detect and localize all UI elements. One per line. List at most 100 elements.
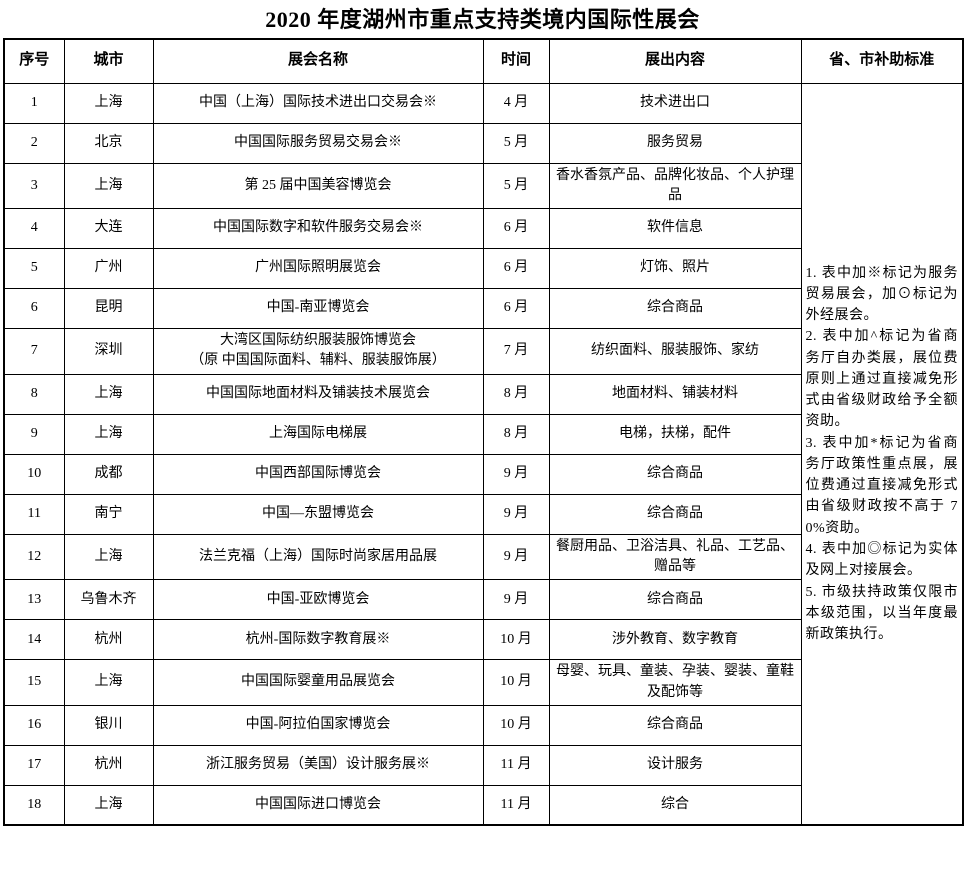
cell-city: 杭州 [63, 619, 154, 661]
cell-exhibition-name: 中国国际服务贸易交易会※ [152, 122, 484, 164]
cell-exhibit-content: 综合商品 [548, 493, 802, 535]
cell-time: 5 月 [482, 162, 550, 210]
cell-city: 成都 [63, 453, 154, 495]
table-row: 10 成都 中国西部国际博览会 9 月综合商品 [3, 453, 963, 495]
table-row: 11 南宁 中国—东盟博览会 9 月综合商品 [3, 493, 963, 535]
cell-exhibit-content: 综合商品 [548, 288, 802, 330]
page-title: 2020 年度湖州市重点支持类境内国际性展会 [265, 7, 700, 32]
cell-city: 乌鲁木齐 [63, 579, 154, 621]
header-subsidy-standard: 省、市补助标准 [800, 38, 964, 84]
subsidy-note: 5. 市级扶持政策仅限市本级范围，以当年度最新政策执行。 [805, 584, 958, 643]
cell-exhibit-content: 综合商品 [548, 704, 802, 746]
cell-exhibition-name: 中国-阿拉伯国家博览会 [152, 704, 484, 746]
cell-city: 南宁 [63, 493, 154, 535]
cell-time: 10 月 [482, 619, 550, 661]
cell-serial-number: 16 [3, 704, 65, 746]
table-row: 6 昆明 中国-南亚博览会 6 月综合商品 [3, 288, 963, 330]
cell-city: 上海 [63, 82, 154, 124]
cell-serial-number: 4 [3, 208, 65, 250]
cell-serial-number: 14 [3, 619, 65, 661]
cell-city: 上海 [63, 533, 154, 581]
cell-city: 上海 [63, 162, 154, 210]
cell-exhibition-name: 中国（上海）国际技术进出口交易会※ [152, 82, 484, 124]
cell-exhibition-name: 法兰克福（上海）国际时尚家居用品展 [152, 533, 484, 581]
cell-serial-number: 1 [3, 82, 65, 124]
subsidy-note: 3. 表中加*标记为省商务厅政策性重点展，展位费通过直接减免形式由省级财政按不高… [805, 435, 958, 536]
cell-serial-number: 6 [3, 288, 65, 330]
cell-serial-number: 13 [3, 579, 65, 621]
cell-city: 上海 [63, 659, 154, 706]
header-time: 时间 [482, 38, 550, 84]
cell-city: 杭州 [63, 744, 154, 786]
cell-serial-number: 17 [3, 744, 65, 786]
cell-serial-number: 11 [3, 493, 65, 535]
cell-exhibition-name: 中国国际婴童用品展览会 [152, 659, 484, 706]
table-row: 14 杭州 杭州-国际数字教育展※ 10 月涉外教育、数字教育 [3, 619, 963, 661]
table-header: 序号 城市 展会名称 时间 展出内容 省、市补助标准 [3, 38, 964, 84]
table-row: 8 上海 中国国际地面材料及铺装技术展览会 8 月地面材料、铺装材料 [3, 373, 963, 415]
cell-exhibit-content: 电梯，扶梯，配件 [548, 413, 802, 455]
cell-time: 8 月 [482, 413, 550, 455]
cell-exhibit-content: 软件信息 [548, 208, 802, 250]
table-row: 16 银川 中国-阿拉伯国家博览会 10 月综合商品 [3, 704, 963, 746]
cell-city: 上海 [63, 413, 154, 455]
table-row: 4 大连 中国国际数字和软件服务交易会※ 6 月软件信息 [3, 208, 963, 250]
cell-exhibition-name: 中国-南亚博览会 [152, 288, 484, 330]
cell-serial-number: 3 [3, 162, 65, 210]
table-row: 13 乌鲁木齐 中国-亚欧博览会 9 月综合商品 [3, 579, 963, 621]
cell-city: 上海 [63, 784, 154, 826]
cell-exhibition-name: 中国国际数字和软件服务交易会※ [152, 208, 484, 250]
table-row: 7 深圳 大湾区国际纺织服装服饰博览会 （原 中国国际面料、辅料、服装服饰展） 7 月… [3, 328, 963, 375]
cell-exhibit-content: 香水香氛产品、品牌化妆品、个人护理品 [548, 162, 802, 210]
cell-exhibition-name: 上海国际电梯展 [152, 413, 484, 455]
table-row: 18 上海 中国国际进口博览会 11 月综合 [3, 784, 963, 826]
cell-serial-number: 9 [3, 413, 65, 455]
cell-serial-number: 2 [3, 122, 65, 164]
table-row: 15 上海 中国国际婴童用品展览会 10 月母婴、玩具、童装、孕装、婴装、童鞋及配饰等 [3, 659, 963, 706]
cell-time: 10 月 [482, 659, 550, 706]
subsidy-note: 1. 表中加※标记为服务贸易展会，加⊙标记为外经展会。 [805, 265, 958, 324]
table-row: 1 上海 中国（上海）国际技术进出口交易会※ 4 月技术进出口 1. 表中加※标记为服务… [3, 82, 964, 826]
cell-exhibit-content: 母婴、玩具、童装、孕装、婴装、童鞋及配饰等 [548, 659, 802, 706]
table-header-row: 序号 城市 展会名称 时间 展出内容 省、市补助标准 [3, 38, 964, 84]
cell-exhibition-name: 第 25 届中国美容博览会 [152, 162, 484, 210]
table-row: 17 杭州 浙江服务贸易（美国）设计服务展※ 11 月设计服务 [3, 744, 963, 786]
cell-serial-number: 10 [3, 453, 65, 495]
subsidy-notes-cell: 1. 表中加※标记为服务贸易展会，加⊙标记为外经展会。 2. 表中加^标记为省商务… [800, 82, 964, 826]
cell-serial-number: 7 [3, 328, 65, 375]
table-row: 3 上海第 25 届中国美容博览会 5 月香水香氛产品、品牌化妆品、个人护理品 [3, 162, 963, 210]
cell-exhibit-content: 涉外教育、数字教育 [548, 619, 802, 661]
cell-exhibition-name: 中国—东盟博览会 [152, 493, 484, 535]
header-serial-number: 序号 [3, 38, 65, 84]
cell-serial-number: 8 [3, 373, 65, 415]
cell-time: 5 月 [482, 122, 550, 164]
header-city: 城市 [63, 38, 154, 84]
cell-exhibit-content: 技术进出口 [548, 82, 802, 124]
cell-exhibit-content: 服务贸易 [548, 122, 802, 164]
cell-city: 北京 [63, 122, 154, 164]
cell-exhibition-name: 中国国际地面材料及铺装技术展览会 [152, 373, 484, 415]
header-exhibition-name: 展会名称 [152, 38, 484, 84]
cell-city: 银川 [63, 704, 154, 746]
cell-exhibition-name: 中国国际进口博览会 [152, 784, 484, 826]
cell-serial-number: 15 [3, 659, 65, 706]
cell-exhibit-content: 餐厨用品、卫浴洁具、礼品、工艺品、赠品等 [548, 533, 802, 581]
cell-exhibit-content: 综合商品 [548, 453, 802, 495]
cell-exhibition-name: 中国西部国际博览会 [152, 453, 484, 495]
cell-time: 6 月 [482, 288, 550, 330]
cell-city: 广州 [63, 248, 154, 290]
cell-exhibition-name: 广州国际照明展览会 [152, 248, 484, 290]
cell-city: 深圳 [63, 328, 154, 375]
cell-exhibit-content: 灯饰、照片 [548, 248, 802, 290]
cell-time: 9 月 [482, 579, 550, 621]
cell-time: 8 月 [482, 373, 550, 415]
cell-time: 6 月 [482, 248, 550, 290]
cell-city: 上海 [63, 373, 154, 415]
cell-time: 10 月 [482, 704, 550, 746]
cell-serial-number: 5 [3, 248, 65, 290]
cell-exhibition-name: 大湾区国际纺织服装服饰博览会 （原 中国国际面料、辅料、服装服饰展） [152, 328, 484, 375]
cell-time: 9 月 [482, 453, 550, 495]
cell-time: 9 月 [482, 533, 550, 581]
table-row: 5 广州 广州国际照明展览会 6 月灯饰、照片 [3, 248, 963, 290]
